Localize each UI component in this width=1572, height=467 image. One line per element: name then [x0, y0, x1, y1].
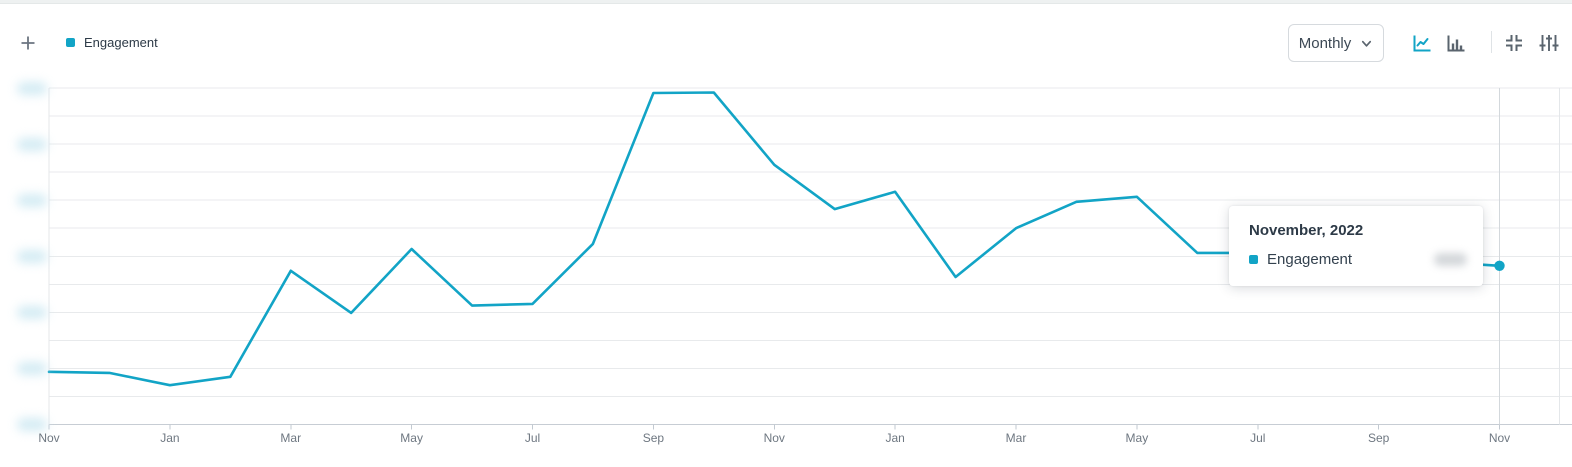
y-axis-label-blurred — [17, 81, 47, 95]
plus-icon — [21, 36, 35, 50]
x-axis-label: Jul — [1250, 431, 1266, 445]
x-axis-label: May — [1125, 431, 1149, 445]
x-axis-label: Sep — [642, 431, 665, 445]
tooltip-engagement-swatch — [1249, 255, 1258, 264]
bar-chart-view-button[interactable] — [1442, 30, 1470, 56]
filter-sliders-button[interactable] — [1535, 30, 1563, 56]
x-axis-label: Sep — [1367, 431, 1390, 445]
tooltip-value-redacted — [1434, 253, 1467, 266]
x-axis-label: Jul — [524, 431, 541, 445]
x-axis-label: Jan — [160, 431, 180, 445]
engagement-legend-swatch — [66, 38, 75, 47]
x-axis-label: Nov — [763, 431, 785, 445]
chart-tooltip: November, 2022 Engagement — [1229, 206, 1483, 286]
chart-legend: Engagement — [66, 35, 158, 50]
engagement-legend-label: Engagement — [84, 35, 158, 50]
collapse-icon — [1506, 35, 1522, 51]
chevron-down-icon — [1362, 40, 1372, 47]
x-axis-label: Nov — [1488, 431, 1511, 445]
x-axis-label: Nov — [38, 431, 60, 445]
y-axis-label-blurred — [17, 137, 47, 151]
y-axis-label-blurred — [17, 418, 47, 431]
tooltip-title: November, 2022 — [1249, 222, 1364, 239]
x-axis-label: Jan — [885, 431, 905, 445]
x-axis-label: Mar — [1005, 431, 1027, 445]
x-axis-label: May — [400, 431, 423, 445]
add-metric-button[interactable] — [15, 30, 41, 56]
x-axis-label: Mar — [280, 431, 302, 445]
y-axis-label-blurred — [17, 249, 47, 263]
widget-top-border — [0, 0, 1572, 4]
granularity-value: Monthly — [1298, 34, 1352, 52]
y-axis-label-blurred — [17, 305, 47, 319]
line-chart-icon — [1413, 35, 1431, 52]
toolbar-divider — [1491, 31, 1492, 53]
filter-sliders-icon — [1539, 35, 1559, 51]
bar-chart-icon — [1447, 35, 1465, 52]
y-axis-label-blurred — [17, 361, 47, 375]
tooltip-series-label: Engagement — [1267, 251, 1353, 268]
highlighted-point-marker — [1494, 260, 1505, 271]
granularity-dropdown[interactable]: Monthly — [1288, 24, 1384, 62]
y-axis-label-blurred — [17, 193, 47, 207]
line-chart-view-button[interactable] — [1408, 30, 1436, 56]
collapse-button[interactable] — [1500, 30, 1528, 56]
